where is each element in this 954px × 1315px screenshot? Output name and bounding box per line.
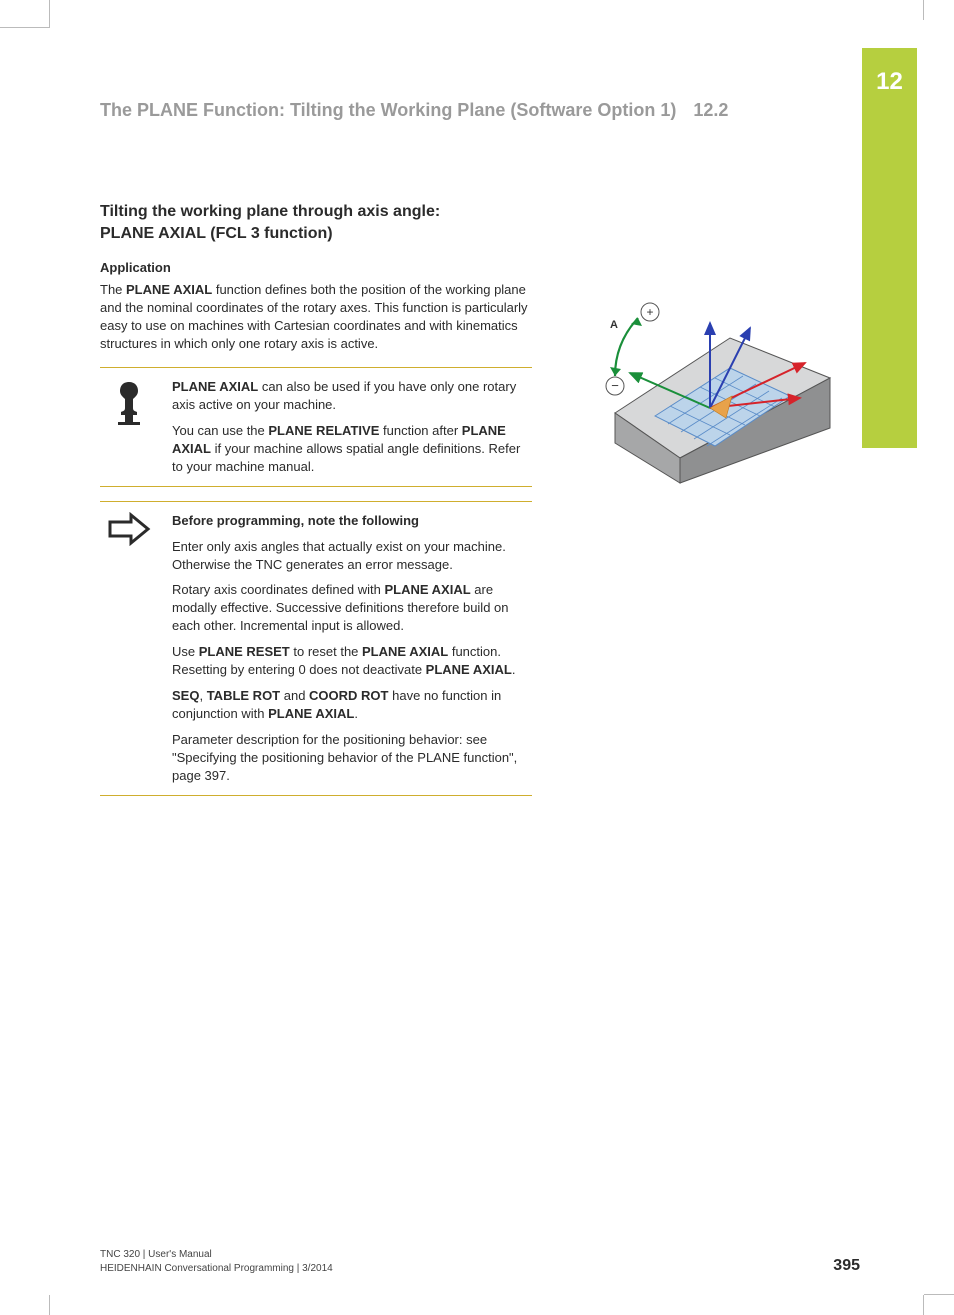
callout2-p3: Use PLANE RESET to reset the PLANE AXIAL… — [172, 643, 532, 679]
chapter-tab: 12 — [862, 48, 917, 448]
callout2-p5: Parameter description for the positionin… — [172, 731, 532, 785]
section-title: Tilting the working plane through axis a… — [100, 201, 860, 244]
page-footer: TNC 320 | User's Manual HEIDENHAIN Conve… — [100, 1248, 860, 1275]
application-paragraph: The PLANE AXIAL function defines both th… — [100, 281, 532, 353]
callout2-p1: Enter only axis angles that actually exi… — [172, 538, 532, 574]
crop-mark-br-h — [924, 1294, 954, 1295]
section-title-line1: Tilting the working plane through axis a… — [100, 203, 440, 220]
footer-text: TNC 320 | User's Manual HEIDENHAIN Conve… — [100, 1248, 333, 1275]
callout1-p2: You can use the PLANE RELATIVE function … — [172, 422, 532, 476]
running-header: The PLANE Function: Tilting the Working … — [100, 100, 860, 121]
chapter-number: 12 — [862, 48, 917, 96]
crop-mark-tl — [0, 0, 50, 28]
crop-mark-tr — [923, 0, 924, 20]
plane-axial-diagram: + − A — [560, 268, 860, 498]
crop-mark-br-v — [923, 1295, 924, 1315]
callout1-p1: PLANE AXIAL can also be used if you have… — [172, 378, 532, 414]
arrow-note-icon — [107, 512, 151, 785]
footer-line1: TNC 320 | User's Manual — [100, 1248, 333, 1262]
callout2-heading: Before programming, note the following — [172, 512, 532, 530]
section-title-line2: PLANE AXIAL (FCL 3 function) — [100, 225, 333, 242]
diagram-label-a: A — [610, 319, 618, 331]
svg-text:+: + — [646, 305, 653, 319]
callout2-p4: SEQ, TABLE ROT and COORD ROT have no fun… — [172, 687, 532, 723]
header-title: The PLANE Function: Tilting the Working … — [100, 100, 676, 120]
svg-text:−: − — [611, 378, 619, 393]
application-heading: Application — [100, 260, 532, 275]
callout2-p2: Rotary axis coordinates defined with PLA… — [172, 581, 532, 635]
crop-mark-bl — [0, 1295, 50, 1315]
machine-operator-icon — [108, 378, 150, 476]
right-column: + − A — [560, 260, 860, 810]
programming-note-callout: Before programming, note the following E… — [100, 501, 532, 796]
page-content: The PLANE Function: Tilting the Working … — [100, 100, 860, 810]
machine-note-callout: PLANE AXIAL can also be used if you have… — [100, 367, 532, 487]
left-column: Application The PLANE AXIAL function def… — [100, 260, 532, 810]
header-section-number: 12.2 — [693, 100, 728, 120]
page-number: 395 — [833, 1257, 860, 1275]
footer-line2: HEIDENHAIN Conversational Programming | … — [100, 1262, 333, 1276]
